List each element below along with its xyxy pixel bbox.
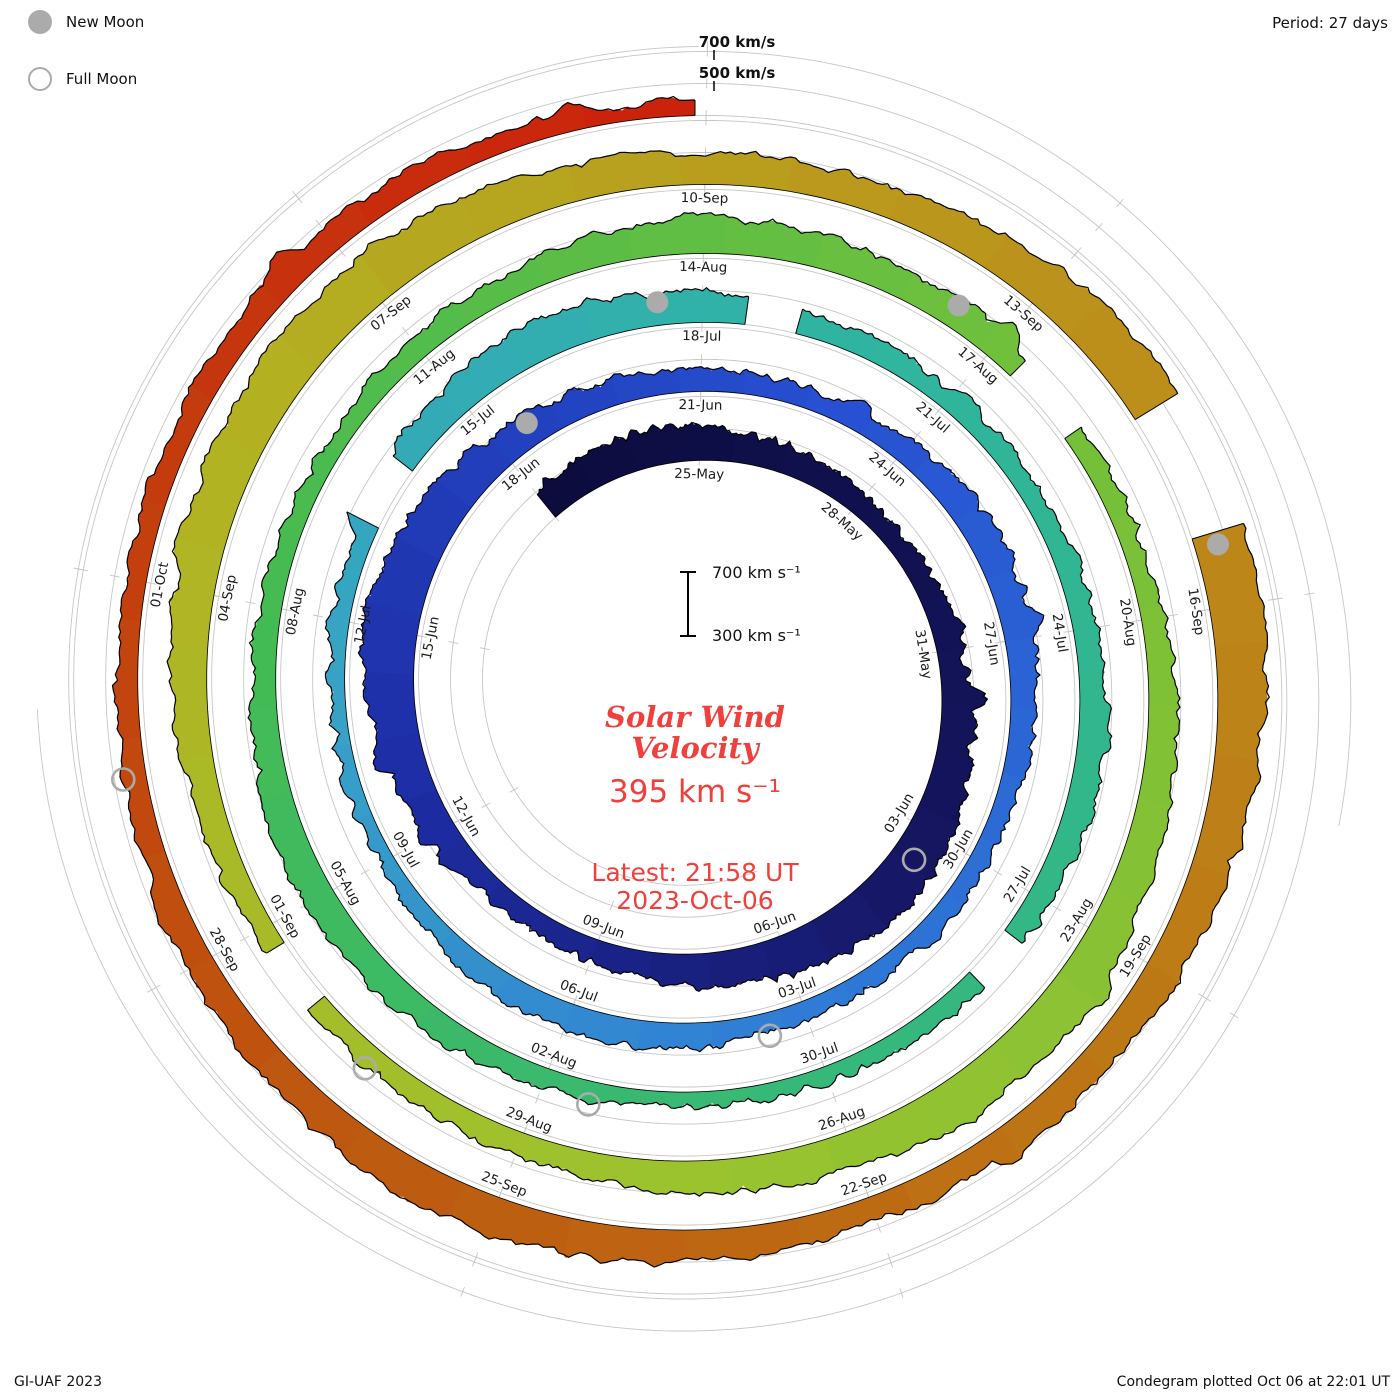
spiral-date-label: 08-Aug	[283, 586, 308, 636]
legend-new-moon: New Moon	[28, 10, 144, 34]
spiral-date-label: 12-Jul	[351, 604, 374, 645]
full-moon-marker	[575, 1092, 601, 1117]
full-moon-icon	[28, 67, 52, 91]
new-moon-marker	[646, 291, 669, 314]
legend-new-moon-label: New Moon	[66, 13, 145, 31]
full-moon-marker	[901, 847, 927, 873]
chart-title-line1: Solar Wind	[605, 700, 785, 734]
new-moon-marker	[1207, 533, 1229, 556]
spiral-date-label: 16-Sep	[1184, 587, 1207, 636]
latest-time-label: Latest: 21:58 UT	[591, 858, 799, 887]
new-moon-icon	[28, 10, 52, 34]
axis-marks	[680, 50, 715, 637]
outer-scale-700-label: 700 km/s	[698, 33, 776, 51]
new-moon-marker	[515, 412, 538, 435]
spiral-date-label: 25-May	[674, 466, 724, 483]
center-scale-high-label: 700 km s⁻¹	[712, 563, 801, 582]
spiral-date-label: 15-Jun	[419, 615, 443, 661]
credit-label: GI-UAF 2023	[14, 1374, 102, 1390]
center-scale-low-label: 300 km s⁻¹	[712, 626, 801, 645]
legend-full-moon: Full Moon	[28, 67, 137, 91]
full-moon-marker	[111, 767, 136, 792]
spiral-date-label: 14-Aug	[679, 259, 727, 276]
spiral-date-label: 10-Sep	[681, 190, 729, 207]
period-label: Period: 27 days	[1272, 14, 1388, 32]
plotted-timestamp: Condegram plotted Oct 06 at 22:01 UT	[1116, 1374, 1390, 1390]
full-moon-marker	[352, 1056, 378, 1081]
outer-scale-500-label: 500 km/s	[698, 64, 776, 82]
spiral-date-label: 21-Jun	[678, 397, 722, 414]
full-moon-marker	[757, 1023, 783, 1049]
spiral-date-label: 20-Aug	[1116, 597, 1139, 647]
latest-date-label: 2023-Oct-06	[616, 886, 774, 915]
velocity-band	[111, 95, 1271, 1268]
new-moon-marker	[947, 294, 970, 317]
spiral-date-label: 04-Sep	[215, 573, 240, 623]
current-velocity-value: 395 km s⁻¹	[609, 774, 781, 810]
spiral-date-label: 01-Oct	[148, 561, 173, 609]
moon-markers	[111, 291, 1229, 1117]
spiral-date-label: 24-Jul	[1049, 612, 1071, 653]
chart-title-line2: Velocity	[631, 731, 759, 765]
spiral-date-label: 18-Jul	[682, 328, 721, 345]
spiral-date-label: 31-May	[911, 628, 935, 680]
spiral-date-label: 27-Jun	[980, 621, 1003, 667]
legend-full-moon-label: Full Moon	[66, 70, 138, 88]
